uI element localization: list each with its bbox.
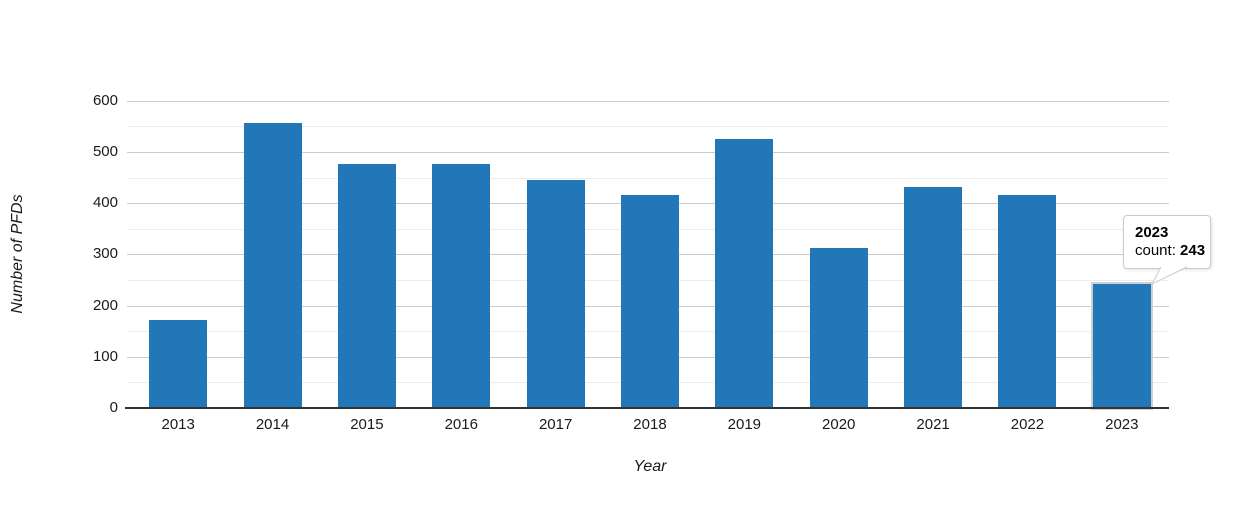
tooltip-title: 2023 <box>1135 224 1169 241</box>
x-tick-label-2022: 2022 <box>1010 416 1045 433</box>
tooltip-count-value: 243 <box>1180 242 1206 259</box>
x-tick-label-2019: 2019 <box>727 416 762 433</box>
x-tick-label-2016: 2016 <box>444 416 478 433</box>
y-tick-label-300: 300 <box>92 245 118 263</box>
bar-2021[interactable] <box>904 187 963 408</box>
bar-2014[interactable] <box>243 122 302 408</box>
x-tick-label-2014: 2014 <box>255 416 290 433</box>
bar-2022[interactable] <box>998 195 1057 408</box>
major-gridline-500 <box>127 152 1169 153</box>
bar-2018[interactable] <box>621 195 679 408</box>
x-tick-label-2018: 2018 <box>633 416 667 433</box>
bar-2013[interactable] <box>149 319 208 408</box>
x-tick-label-2023: 2023 <box>1105 416 1139 433</box>
major-gridline-600 <box>127 100 1169 102</box>
tooltip: 2023 count: 243 <box>1123 215 1211 269</box>
bar-2016[interactable] <box>432 164 491 408</box>
y-tick-label-500: 500 <box>92 143 118 160</box>
tooltip-count-line: count: 243 <box>1135 242 1210 260</box>
y-axis-title: Number of PFDs <box>9 194 26 314</box>
bar-2017[interactable] <box>526 179 585 408</box>
x-tick-label-2021: 2021 <box>916 416 950 433</box>
tooltip-pointer-icon <box>1150 266 1188 286</box>
y-tick-label-400: 400 <box>92 194 118 212</box>
minor-gridline-450 <box>127 177 1169 179</box>
minor-gridline-550 <box>127 126 1169 128</box>
x-tick-label-2015: 2015 <box>350 416 384 433</box>
bar-2020[interactable] <box>809 247 868 408</box>
y-tick-label-200: 200 <box>92 296 118 314</box>
x-axis-title: Year <box>633 458 667 475</box>
x-axis-baseline <box>125 407 1169 409</box>
x-tick-label-2013: 2013 <box>161 416 195 433</box>
y-tick-label-100: 100 <box>92 347 118 365</box>
bar-2023[interactable] <box>1092 283 1151 408</box>
bar-2015[interactable] <box>337 164 396 408</box>
y-tick-label-0: 0 <box>109 399 118 416</box>
bar-2019[interactable] <box>715 139 774 408</box>
x-tick-label-2017: 2017 <box>538 416 573 433</box>
y-tick-label-600: 600 <box>92 91 118 109</box>
x-tick-label-2020: 2020 <box>822 416 856 433</box>
tooltip-count-label: count: <box>1135 242 1176 259</box>
